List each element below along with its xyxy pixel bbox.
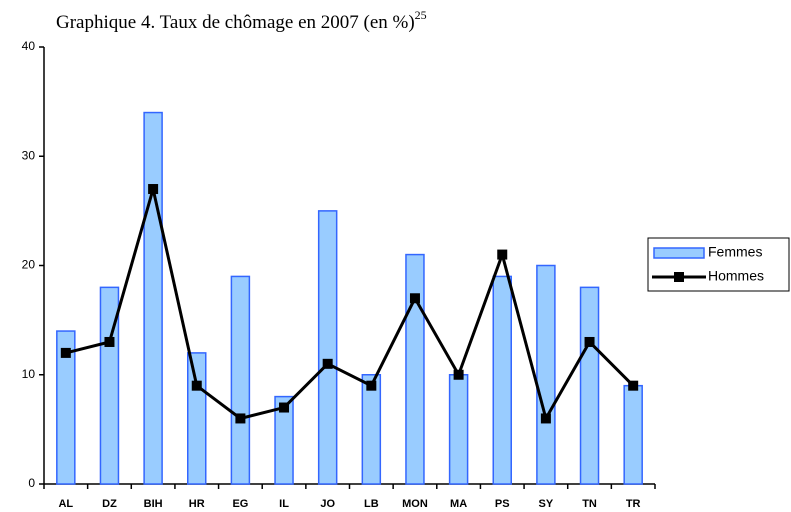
bar (623, 384, 643, 485)
y-tick-label: 10 (22, 367, 36, 381)
bar (56, 330, 76, 485)
marker (497, 249, 508, 260)
bar (448, 374, 469, 485)
marker (148, 184, 159, 195)
bar (187, 352, 207, 485)
x-tick-label: AL (58, 498, 73, 510)
legend-swatch (653, 247, 705, 259)
y-tick-label: 20 (22, 258, 36, 272)
marker (191, 380, 202, 391)
legend-marker (674, 272, 684, 282)
bar (405, 253, 425, 485)
line (65, 188, 635, 423)
bar (361, 374, 382, 485)
bar (143, 111, 163, 485)
x-tick-label: EG (232, 498, 248, 510)
marker (60, 347, 71, 358)
chart-title: Graphique 4. Taux de chômage en 2007 (en… (56, 8, 427, 34)
x-tick-label: TN (582, 498, 597, 510)
marker (540, 413, 551, 424)
marker (628, 380, 639, 391)
legend-label: Femmes (708, 244, 762, 260)
bar (579, 286, 600, 485)
x-tick-label: BIH (144, 498, 163, 510)
marker (104, 336, 115, 347)
x-tick-label: DZ (102, 498, 117, 510)
marker (322, 358, 333, 369)
y-tick-label: 30 (22, 148, 36, 162)
marker (409, 293, 420, 304)
x-tick-label: LB (364, 498, 379, 510)
marker (235, 413, 246, 424)
x-tick-label: IL (279, 498, 289, 510)
marker (584, 336, 595, 347)
legend-label: Hommes (708, 268, 764, 284)
x-tick-label: SY (539, 498, 554, 510)
bar (274, 395, 294, 485)
legend-box (647, 237, 790, 292)
y-tick-label: 0 (28, 476, 35, 490)
bar (492, 275, 512, 485)
bar (230, 275, 251, 485)
x-tick-label: TR (626, 498, 641, 510)
title-text: Graphique 4. Taux de chômage en 2007 (en… (56, 12, 415, 33)
x-tick-label: PS (495, 498, 510, 510)
marker (453, 369, 464, 380)
bar (536, 264, 556, 485)
x-tick-label: JO (320, 498, 335, 510)
bar (317, 210, 338, 485)
marker (279, 402, 290, 413)
marker (366, 380, 377, 391)
x-tick-label: MON (402, 498, 428, 510)
x-tick-label: MA (450, 498, 467, 510)
y-tick-label: 40 (22, 39, 36, 53)
x-tick-label: HR (189, 498, 205, 510)
title-note: 25 (415, 8, 427, 22)
bar (99, 286, 120, 485)
